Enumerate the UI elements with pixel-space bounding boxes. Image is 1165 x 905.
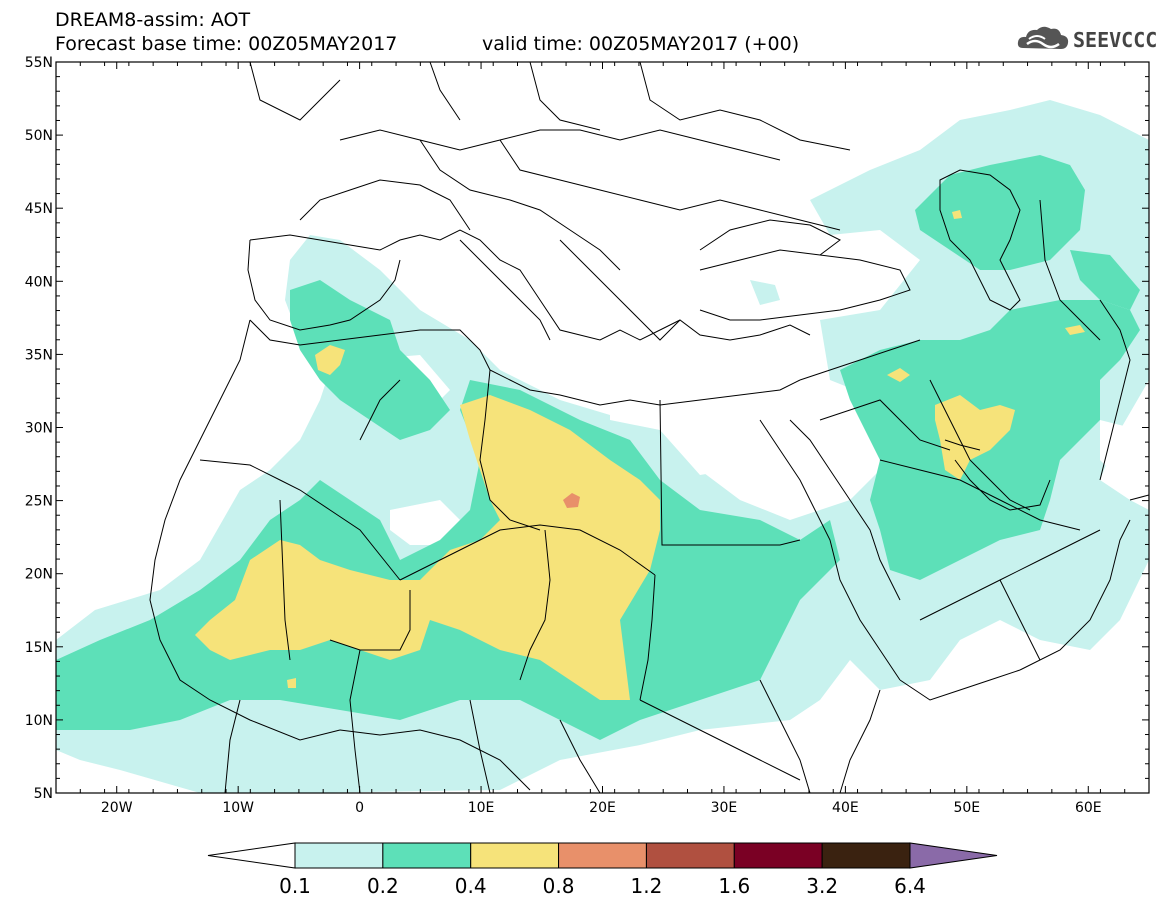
cloud-icon: [1017, 26, 1069, 49]
lon-label: 10W: [222, 800, 254, 816]
colorbar-box: [294, 842, 384, 869]
colorbar-label: 0.2: [367, 874, 399, 898]
lon-label: 40E: [832, 800, 859, 816]
colorbar-box: [558, 842, 647, 869]
colorbar-label: 0.4: [455, 874, 487, 898]
colorbar-label: 3.2: [806, 874, 838, 898]
lat-label: 40N: [25, 274, 53, 290]
latitude-axis: 55N 50N 45N 40N 35N 30N 25N 20N 15N 10N 5N: [25, 55, 1149, 802]
longitude-axis: 20W 10W 0 10E 20E 30E 40E 50E 60E: [55, 62, 1150, 816]
seevccc-logo: SEEVCCC: [1015, 22, 1158, 56]
colorbar-label: 0.8: [543, 874, 575, 898]
borders-coastlines: [149, 62, 1149, 793]
lon-label: 10E: [468, 800, 495, 816]
lat-label: 5N: [34, 786, 53, 802]
colorbar-arrow-high: [909, 842, 998, 869]
forecast-base-time: Forecast base time: 00Z05MAY2017: [55, 33, 398, 55]
lat-label: 20N: [25, 567, 53, 583]
lat-label: 50N: [25, 128, 53, 144]
lat-label: 45N: [25, 201, 53, 217]
lat-label: 35N: [25, 347, 53, 363]
lon-label: 0: [355, 800, 364, 816]
lat-label: 10N: [25, 713, 53, 729]
logo-text: SEEVCCC: [1073, 28, 1158, 52]
colorbar-label: 0.1: [279, 874, 311, 898]
aot-band-0.4: [195, 210, 1085, 700]
lat-label: 30N: [25, 421, 53, 437]
colorbar-label: 1.6: [718, 874, 750, 898]
colorbar-label: 6.4: [894, 874, 926, 898]
map-title: DREAM8-assim: AOT: [55, 9, 251, 31]
lon-label: 60E: [1075, 800, 1102, 816]
lon-label: 50E: [953, 800, 980, 816]
lon-label: 30E: [711, 800, 738, 816]
aot-colorbar: 0.1 0.2 0.4 0.8 1.2 1.6 3.2 6.4: [207, 842, 998, 898]
valid-time: valid time: 00Z05MAY2017 (+00): [482, 33, 800, 55]
colorbar-box: [733, 842, 823, 869]
lon-label: 20W: [101, 800, 133, 816]
lon-label: 20E: [589, 800, 616, 816]
colorbar-box: [821, 842, 911, 869]
aot-field: [56, 62, 1149, 793]
colorbar-label: 1.2: [631, 874, 663, 898]
colorbar-arrow-low: [207, 842, 296, 869]
aot-band-0.8: [563, 493, 580, 508]
lat-label: 25N: [25, 494, 53, 510]
lat-label: 15N: [25, 640, 53, 656]
lat-label: 55N: [25, 55, 53, 71]
colorbar-box: [645, 842, 735, 869]
colorbar-box: [382, 842, 472, 869]
colorbar-box: [470, 842, 560, 869]
